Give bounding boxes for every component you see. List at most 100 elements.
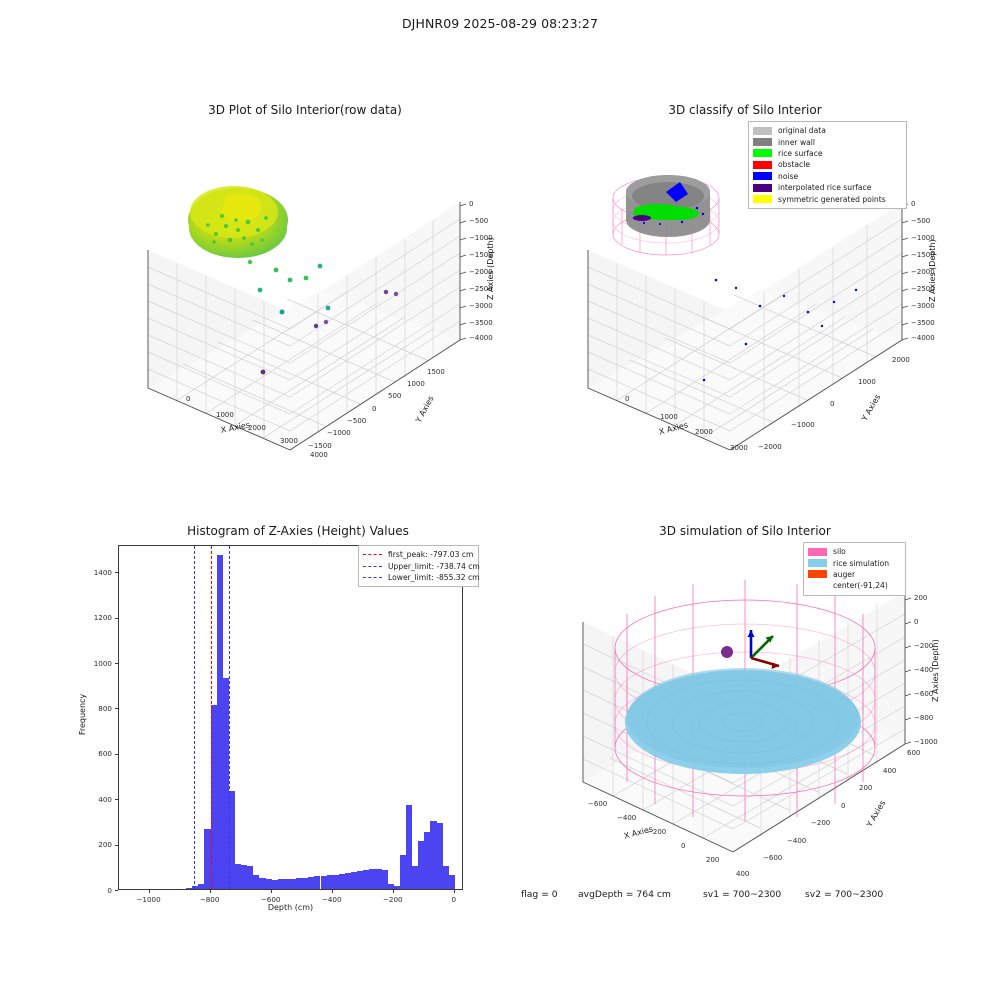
raw3d-canvas — [147, 186, 467, 451]
histogram-bar — [222, 677, 229, 889]
histogram-bar — [363, 869, 370, 889]
legend-item-first-peak: first_peak: -797.03 cm — [363, 549, 473, 560]
histogram-bar — [418, 841, 425, 889]
simulation3d-ztick-6: −1000 — [914, 738, 938, 746]
raw3d-ztick-7: −3500 — [469, 319, 493, 327]
line-swatch-first-peak — [363, 554, 382, 556]
histogram-bar — [271, 879, 278, 889]
status-flag: flag = 0 — [521, 889, 558, 900]
raw3d-title: 3D Plot of Silo Interior(row data) — [208, 103, 402, 117]
histogram-bar — [412, 866, 419, 889]
swatch-obstacle — [753, 160, 772, 169]
swatch-interpolated-rice-surface — [753, 183, 772, 192]
simulation3d-xtick-3: 0 — [681, 842, 686, 850]
simulation3d-zlabel: Z Axies (Depth) — [931, 639, 940, 702]
histogram-xtick-label: −200 — [382, 895, 403, 904]
simulation3d-title: 3D simulation of Silo Interior — [659, 524, 831, 538]
histogram-legend: first_peak: -797.03 cm Upper_limit: -738… — [358, 545, 480, 588]
histogram-ytick-mark — [115, 890, 118, 891]
histogram-ytick-mark — [115, 663, 118, 665]
reference-line-lower-limit — [193, 546, 195, 889]
legend-item-obstacle: obstacle — [753, 159, 901, 170]
histogram-bar — [399, 854, 406, 889]
raw3d-ztick-0: 0 — [469, 200, 474, 208]
legend-item-center: center(-91,24) — [808, 580, 900, 591]
classify3d-ztick-0: 0 — [911, 200, 916, 208]
histogram-bar — [314, 876, 321, 889]
legend-item-rice-surface: rice surface — [753, 148, 901, 159]
histogram-bar — [235, 864, 242, 889]
raw3d-xtick-1: 1000 — [216, 411, 234, 419]
raw3d-ytick-5: 1000 — [407, 380, 425, 388]
legend-label: obstacle — [778, 160, 811, 170]
classify3d-xtick-3: 3000 — [730, 444, 748, 452]
histogram-xtick-label: −600 — [260, 895, 281, 904]
histogram-bar — [277, 879, 284, 889]
classify3d-title: 3D classify of Silo Interior — [668, 103, 822, 117]
status-sv1: sv1 = 700~2300 — [703, 889, 782, 900]
histogram-bar — [228, 791, 235, 889]
simulation3d-ztick-4: −600 — [914, 690, 934, 698]
legend-label: rice simulation — [833, 558, 890, 568]
histogram-bar — [283, 879, 290, 889]
swatch-rice-simulation — [808, 559, 827, 568]
histogram-reference-lines — [119, 546, 462, 889]
swatch-auger — [808, 570, 827, 579]
simulation3d-plot[interactable]: −600 −400 −200 0 200 400 X Axies −600 −4… — [565, 552, 940, 882]
status-sv2: sv2 = 700~2300 — [805, 889, 884, 900]
histogram-bar — [351, 872, 358, 889]
classify3d-ytick-4: 2000 — [892, 356, 910, 364]
raw3d-plot[interactable]: 0 1000 2000 3000 4000 X Axies −1500 −100… — [130, 130, 495, 460]
raw3d-ytick-4: 500 — [388, 392, 402, 400]
histogram-xtick-label: −400 — [321, 895, 342, 904]
swatch-original-data — [753, 126, 772, 135]
histogram-bar — [436, 823, 443, 889]
histogram-bar — [375, 868, 382, 889]
histogram-ytick-mark — [115, 572, 118, 574]
simulation3d-ztick-1: 0 — [914, 618, 919, 626]
histogram-bar — [210, 705, 217, 889]
histogram-ytick-label: 1200 — [93, 613, 112, 623]
status-avg-depth: avgDepth = 764 cm — [578, 889, 671, 900]
simulation3d-ytick-3: 0 — [841, 802, 846, 810]
histogram-bar — [216, 555, 223, 889]
legend-item-inner-wall: inner wall — [753, 136, 901, 147]
raw3d-ytick-0: −1500 — [308, 442, 332, 450]
histogram-plot[interactable] — [118, 545, 463, 890]
histogram-xtick-label: −1000 — [136, 895, 161, 904]
simulation3d-xtick-0: −600 — [588, 800, 608, 808]
simulation3d-ztick-3: −400 — [914, 666, 934, 674]
histogram-xtick-mark — [392, 890, 394, 893]
classify3d-ytick-0: −2000 — [758, 443, 782, 451]
histogram-xtick-mark — [209, 890, 211, 893]
swatch-inner-wall — [753, 138, 772, 147]
raw3d-xtick-4: 4000 — [310, 451, 328, 459]
simulation3d-ytick-0: −600 — [763, 854, 783, 862]
histogram-xtick-mark — [453, 890, 455, 893]
histogram-bar — [430, 820, 437, 889]
raw3d-ytick-2: −500 — [347, 417, 367, 425]
legend-label: center(-91,24) — [833, 581, 888, 591]
simulation3d-ytick-4: 200 — [859, 784, 873, 792]
histogram-bar — [357, 871, 364, 889]
simulation3d-xtick-5: 400 — [736, 870, 750, 878]
line-swatch-upper-limit — [363, 565, 382, 567]
histogram-bar — [344, 873, 352, 889]
legend-item-rice-simulation: rice simulation — [808, 557, 900, 568]
raw3d-ztick-5: −2500 — [469, 285, 493, 293]
histogram-bar — [448, 875, 455, 889]
legend-item-lower-limit: Lower_limit: -855.32 cm — [363, 572, 480, 583]
histogram-bar — [320, 875, 327, 889]
histogram-title: Histogram of Z-Axies (Height) Values — [187, 524, 409, 538]
classify3d-plot[interactable]: 0 1000 2000 3000 X Axies −2000 −1000 0 1… — [570, 130, 937, 460]
raw3d-xtick-0: 0 — [186, 395, 191, 403]
legend-item-auger: auger — [808, 569, 900, 580]
legend-label: silo — [833, 547, 846, 557]
classify3d-ztick-2: −1000 — [911, 234, 935, 242]
legend-label: noise — [778, 171, 799, 181]
histogram-bar — [442, 866, 449, 889]
legend-label: Upper_limit: -738.74 cm — [388, 561, 480, 571]
histogram-bar — [204, 828, 211, 889]
histogram-ytick-label: 600 — [98, 749, 112, 759]
